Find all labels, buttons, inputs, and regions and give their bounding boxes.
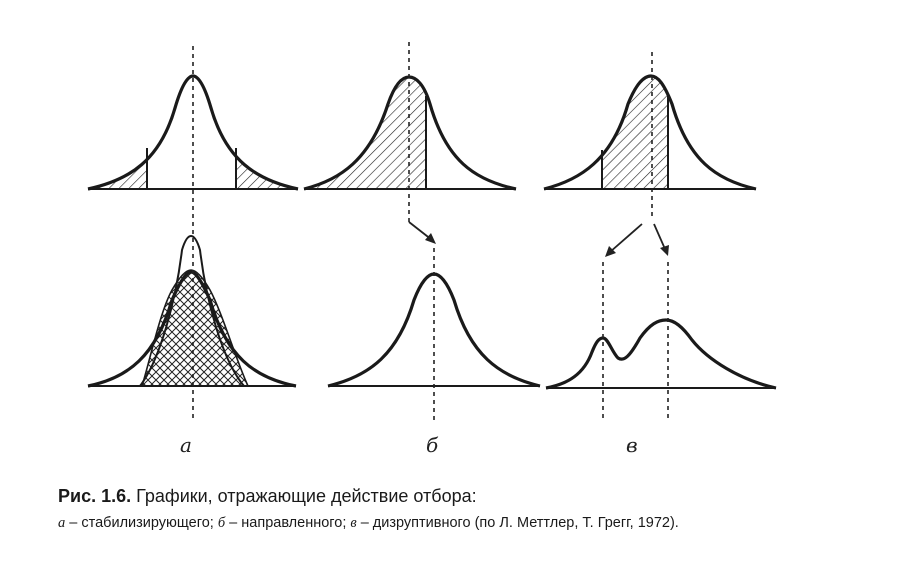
- panel-b-label: б: [426, 433, 439, 457]
- caption-c-text: – дизруптивного (по Л. Меттлер, Т. Грегг…: [360, 515, 679, 531]
- figure-caption: Рис. 1.6. Графики, отражающие действие о…: [58, 486, 878, 532]
- panel-c-top-curve: [543, 74, 757, 191]
- panel-a-top-curve: [87, 74, 299, 191]
- panel-b-shift-arrow: [408, 221, 436, 244]
- caption-title: Графики, отражающие действие отбора:: [136, 486, 477, 506]
- panel-c-bottom: [545, 318, 777, 390]
- panel-b-top-hatched-area: [304, 77, 426, 189]
- panel-a-label: а: [180, 433, 192, 457]
- panel-b-top: [303, 75, 517, 191]
- panel-c-top-hatched-area: [602, 76, 668, 189]
- caption-legend-line: а – стабилизирующего; б – направленного;…: [58, 515, 878, 532]
- panel-c-label: в: [626, 433, 638, 457]
- panel-a-top: [87, 74, 299, 191]
- panel-a-bottom-crosshatch: [140, 269, 250, 387]
- panel-c-split-arrow-right: [653, 223, 669, 256]
- panel-a-bottom: [87, 234, 297, 388]
- panel-c-split-arrow-left: [605, 223, 643, 257]
- caption-c-letter: в: [350, 515, 357, 531]
- panel-c-top: [543, 74, 757, 191]
- caption-a-letter: а: [58, 515, 66, 531]
- panel-a-bottom-curve: [87, 270, 297, 388]
- caption-b-letter: б: [217, 515, 226, 531]
- panel-c-bottom-bimodal-curve: [545, 318, 777, 390]
- panel-a-top-hatched-tail-right: [236, 156, 298, 189]
- panel-a-top-hatched-tail-left: [88, 159, 147, 189]
- caption-b-text: – направленного;: [229, 515, 347, 531]
- caption-figure-number: Рис. 1.6.: [58, 486, 132, 506]
- panel-a-bottom-narrow-curve: [139, 234, 245, 387]
- caption-a-text: – стабилизирующего;: [69, 515, 214, 531]
- caption-title-line: Рис. 1.6. Графики, отражающие действие о…: [58, 486, 878, 507]
